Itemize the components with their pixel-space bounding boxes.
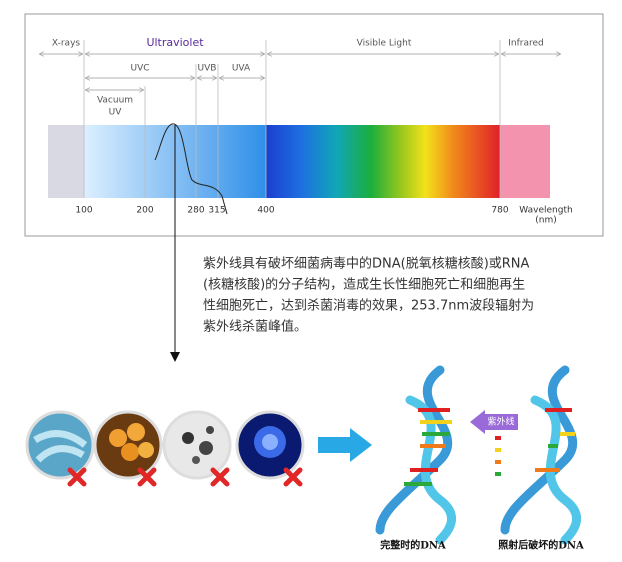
dividers: [83, 40, 501, 198]
tick-label: 200: [136, 206, 153, 216]
infrared-band: [500, 125, 550, 198]
vacuum-uv-label: UV: [109, 108, 123, 118]
dna-helices: [375, 365, 581, 545]
region-label: Infrared: [508, 39, 544, 49]
tick-label: 280: [187, 206, 204, 216]
microbes: [25, 410, 305, 480]
absorption-curve: [154, 123, 228, 215]
tick-label: 780: [491, 206, 508, 216]
description-line: (核糖核酸)的分子结构，造成生长性细胞死亡和细胞再生: [203, 277, 525, 293]
uv-band-label: UVB: [198, 64, 217, 74]
uv-arrow: [470, 410, 518, 434]
visible-band: [266, 125, 500, 198]
legend-swatches: [495, 436, 501, 476]
uv-arrow-label: 紫外线: [487, 416, 514, 428]
caption: 照射后破坏的DNA: [498, 539, 584, 552]
uv-band-label: UVA: [232, 64, 251, 74]
region-label: Ultraviolet: [146, 36, 204, 49]
region-label: Visible Light: [357, 39, 412, 49]
xray-band: [48, 125, 84, 198]
axis-label: (nm): [535, 216, 557, 226]
tick-label: 315: [208, 206, 225, 216]
tick-label: 400: [257, 206, 274, 216]
range-arrows: [40, 54, 560, 90]
red-crosses: [67, 467, 303, 487]
pointer-head: [170, 352, 180, 362]
base-pairs: [404, 408, 575, 486]
region-label: X-rays: [52, 39, 81, 49]
description-line: 紫外线杀菌峰值。: [203, 319, 307, 335]
caption: 完整时的DNA: [380, 539, 446, 552]
description-line: 紫外线具有破坏细菌病毒中的DNA(脱氧核糖核酸)或RNA: [203, 256, 530, 272]
axis-label: Wavelength: [519, 206, 572, 216]
vacuum-uv-label: Vacuum: [97, 96, 133, 106]
uv-band-label: UVC: [130, 64, 149, 74]
tick-label: 100: [75, 206, 92, 216]
description-line: 性细胞死亡，达到杀菌消毒的效果，253.7nm波段辐射为: [203, 298, 534, 314]
blue-arrow: [318, 428, 372, 462]
